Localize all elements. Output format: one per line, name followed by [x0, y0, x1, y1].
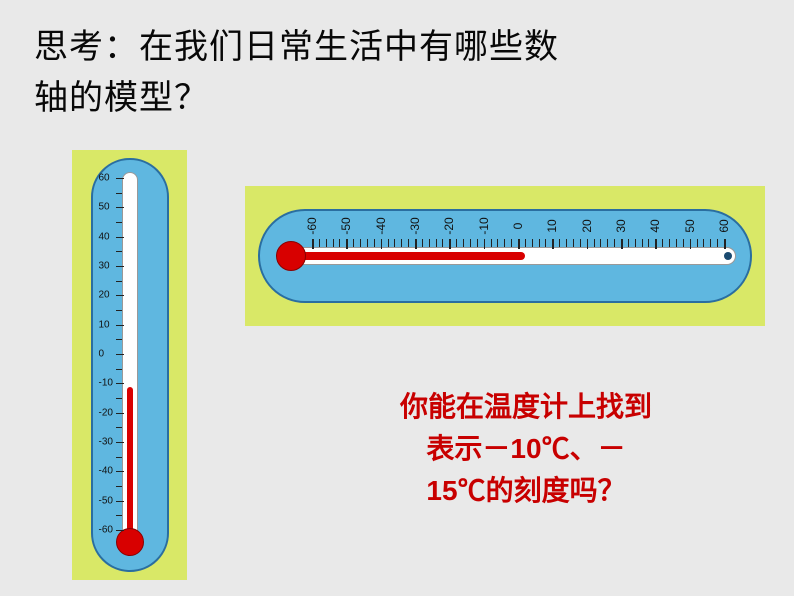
vertical-thermo-labels: 6050403020100-10-20-30-40-50-60 [99, 178, 115, 530]
vt-label: 30 [99, 261, 110, 272]
ht-label: -50 [339, 217, 353, 234]
vt-label: 20 [99, 290, 110, 301]
vt-label: -30 [99, 437, 113, 448]
ht-label: 10 [545, 219, 559, 232]
prompt-line3: 15℃的刻度吗？ [426, 475, 625, 506]
ht-label: -10 [477, 217, 491, 234]
ht-label: 0 [511, 223, 525, 230]
heading-line1: 思考：在我们日常生活中有哪些数 [34, 29, 559, 66]
vt-label: -50 [99, 495, 113, 506]
vertical-thermo-ticks [116, 178, 124, 530]
vt-label: 60 [99, 173, 110, 184]
ht-label: -30 [408, 217, 422, 234]
prompt-line1: 你能在温度计上找到 [400, 391, 652, 422]
vt-label: -10 [99, 378, 113, 389]
ht-label: -60 [305, 217, 319, 234]
vertical-thermo-bulb [116, 528, 144, 556]
ht-label: -40 [374, 217, 388, 234]
horizontal-thermo-end-dot [724, 252, 732, 260]
vt-label: -20 [99, 407, 113, 418]
horizontal-thermo-labels: -60-50-40-30-20-100102030405060 [312, 219, 720, 237]
vt-label: -60 [99, 525, 113, 536]
prompt-text: 你能在温度计上找到 表示－10℃、－ 15℃的刻度吗？ [296, 386, 756, 512]
horizontal-thermo-ticks [312, 239, 720, 249]
ht-label: 50 [683, 219, 697, 232]
horizontal-thermo-fluid [302, 252, 525, 260]
vertical-thermometer-panel: 60 50 40 30 20 10 0 -10 -20 -30 -40 -50 -60 [72, 150, 187, 580]
vertical-thermo-fluid [127, 387, 133, 534]
horizontal-thermometer-panel: -60 -50 -40 -30 -20 -10 0 10 20 30 40 50 60 [245, 186, 765, 326]
ht-label: 40 [648, 219, 662, 232]
heading-text: 思考：在我们日常生活中有哪些数 轴的模型？ [34, 22, 559, 124]
prompt-line2: 表示－10℃、－ [426, 433, 625, 464]
horizontal-thermo-bulb [276, 241, 306, 271]
ht-label: 30 [614, 219, 628, 232]
vt-label: 0 [99, 349, 105, 360]
ht-label: 60 [717, 219, 731, 232]
vt-label: 40 [99, 231, 110, 242]
heading-line2: 轴的模型？ [34, 80, 209, 117]
ht-label: 20 [580, 219, 594, 232]
vt-label: 10 [99, 319, 110, 330]
ht-label: -20 [442, 217, 456, 234]
vt-label: 50 [99, 202, 110, 213]
vertical-thermometer: 60 50 40 30 20 10 0 -10 -20 -30 -40 -50 -60 [91, 158, 169, 572]
horizontal-thermometer: -60 -50 -40 -30 -20 -10 0 10 20 30 40 50 60 [258, 209, 752, 303]
vt-label: -40 [99, 466, 113, 477]
